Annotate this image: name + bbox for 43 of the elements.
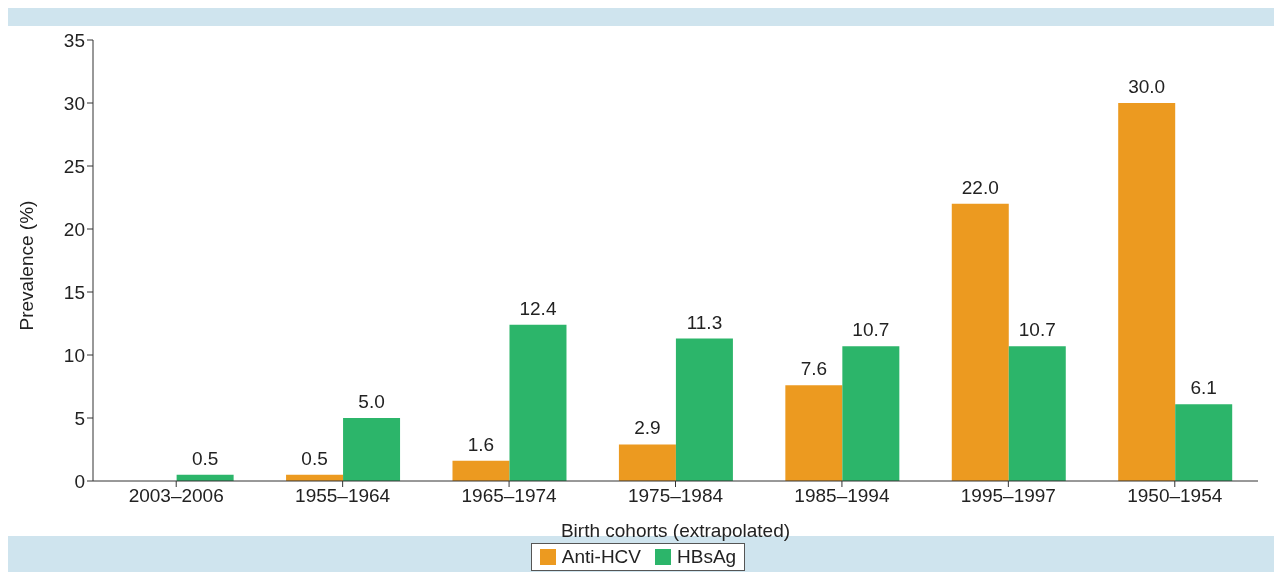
x-tick-label: 1985–1994 [794,485,890,507]
data-label: 30.0 [1128,76,1166,97]
data-label: 0.5 [301,447,328,469]
y-axis-title: Prevalence (%) [15,200,37,331]
legend-label: HBsAg [676,546,737,568]
bar [1008,346,1066,481]
bar [951,203,1009,481]
y-tick-label: 35 [63,29,85,51]
y-tick-label: 0 [74,470,85,492]
data-label: 7.6 [800,358,828,380]
bar [509,324,567,481]
x-tick-label: 1975–1984 [627,485,724,507]
data-label: 10.7 [852,319,890,341]
data-label: 11.3 [686,311,723,333]
bar [618,444,676,481]
x-tick-label: 1965–1974 [461,485,558,507]
bar [842,346,900,481]
data-label: 12.4 [519,297,557,319]
bar [1118,103,1176,481]
y-tick-label: 20 [63,218,85,240]
data-label: 22.0 [961,176,999,198]
y-tick-label: 5 [74,407,85,429]
y-tick-label: 15 [63,281,85,303]
bar [343,418,401,481]
legend-label: Anti-HCV [560,546,642,568]
data-label: 0.5 [191,447,219,469]
bar [1175,404,1233,481]
x-tick-label: 1995–1997 [960,485,1056,507]
data-label: 1.6 [467,433,495,455]
bar [452,460,510,481]
y-tick-label: 30 [63,92,85,114]
y-tick-label: 10 [63,344,85,366]
x-axis-title: Birth cohorts (extrapolated) [560,520,791,541]
bar [785,385,843,481]
data-label: 6.1 [1190,377,1217,399]
data-label: 2.9 [634,417,661,439]
bar [675,338,733,481]
x-tick-label: 2003–2006 [128,485,224,507]
x-tick-label: 1955–1964 [295,485,391,507]
data-label: 10.7 [1018,319,1056,341]
data-label: 5.0 [358,391,385,412]
x-tick-label: 1950–1954 [1127,485,1223,507]
y-tick-label: 25 [63,155,85,177]
